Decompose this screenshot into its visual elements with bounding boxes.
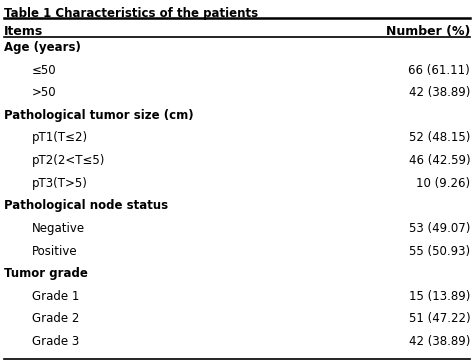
Text: 55 (50.93): 55 (50.93) xyxy=(409,245,470,257)
Text: Positive: Positive xyxy=(32,245,78,257)
Text: 42 (38.89): 42 (38.89) xyxy=(409,335,470,348)
Text: Age (years): Age (years) xyxy=(4,41,81,54)
Text: 52 (48.15): 52 (48.15) xyxy=(409,131,470,144)
Text: 51 (47.22): 51 (47.22) xyxy=(409,312,470,325)
Text: 53 (49.07): 53 (49.07) xyxy=(409,222,470,235)
Text: Items: Items xyxy=(4,25,43,38)
Text: Table 1 Characteristics of the patients: Table 1 Characteristics of the patients xyxy=(4,7,258,20)
Text: 66 (61.11): 66 (61.11) xyxy=(409,64,470,77)
Text: 46 (42.59): 46 (42.59) xyxy=(409,154,470,167)
Text: 15 (13.89): 15 (13.89) xyxy=(409,290,470,303)
Text: Tumor grade: Tumor grade xyxy=(4,267,88,280)
Text: >50: >50 xyxy=(32,86,57,99)
Text: Pathological tumor size (cm): Pathological tumor size (cm) xyxy=(4,109,193,122)
Text: Grade 2: Grade 2 xyxy=(32,312,80,325)
Text: ≤50: ≤50 xyxy=(32,64,57,77)
Text: Grade 1: Grade 1 xyxy=(32,290,80,303)
Text: Negative: Negative xyxy=(32,222,85,235)
Text: Grade 3: Grade 3 xyxy=(32,335,80,348)
Text: Pathological node status: Pathological node status xyxy=(4,199,168,212)
Text: 42 (38.89): 42 (38.89) xyxy=(409,86,470,99)
Text: pT2(2<T≤5): pT2(2<T≤5) xyxy=(32,154,106,167)
Text: pT1(T≤2): pT1(T≤2) xyxy=(32,131,88,144)
Text: 10 (9.26): 10 (9.26) xyxy=(416,177,470,190)
Text: pT3(T>5): pT3(T>5) xyxy=(32,177,88,190)
Text: Number (%): Number (%) xyxy=(386,25,470,38)
